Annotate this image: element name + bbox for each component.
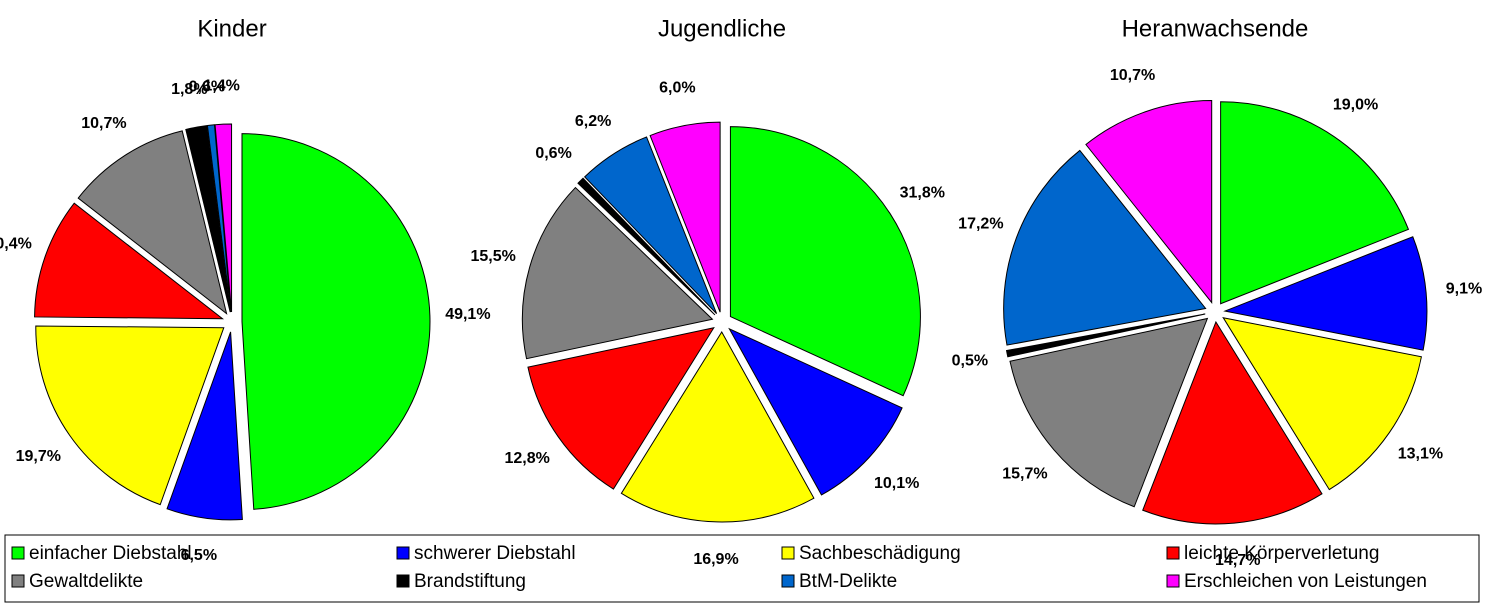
legend-box xyxy=(4,534,1480,603)
value-label: 0,5% xyxy=(952,352,988,369)
value-label: 17,2% xyxy=(958,216,1003,233)
legend-swatch xyxy=(781,574,795,588)
value-label: 19,0% xyxy=(1333,96,1378,113)
value-label: 0,6% xyxy=(189,79,225,96)
legend-label: BtM-Delikte xyxy=(799,571,897,592)
pie-slice xyxy=(77,130,228,315)
legend-label: Sachbeschädigung xyxy=(799,543,961,564)
value-label: 9,1% xyxy=(1446,280,1482,297)
value-label: 31,8% xyxy=(900,185,945,202)
pie-slice xyxy=(521,186,714,360)
value-label: 10,1% xyxy=(874,475,919,492)
legend-swatch xyxy=(11,574,25,588)
legend-label: Erschleichen von Leistungen xyxy=(1184,571,1427,592)
pie-slice xyxy=(649,121,721,313)
value-label: 6,5% xyxy=(181,547,217,564)
value-label: 19,7% xyxy=(16,448,61,465)
pie-slice xyxy=(1005,313,1206,358)
value-label: 6,2% xyxy=(575,113,611,130)
chart-title: Heranwachsende xyxy=(1122,15,1309,42)
value-label: 1,8% xyxy=(171,81,207,98)
value-label: 10,7% xyxy=(81,115,126,132)
pie-slice xyxy=(729,126,921,397)
value-label: 1,4% xyxy=(203,77,239,94)
pie-slice xyxy=(527,327,715,490)
pie-slice xyxy=(1142,320,1323,525)
legend-label: leichte Körperverletung xyxy=(1184,543,1379,564)
pie-slice xyxy=(166,331,243,521)
legend-swatch xyxy=(781,546,795,560)
value-label: 13,1% xyxy=(1398,446,1443,463)
legend-label: Brandstiftung xyxy=(414,571,526,592)
pie-slice xyxy=(35,325,225,506)
pie-slice xyxy=(583,136,718,314)
chart-title: Kinder xyxy=(197,15,266,42)
pie-slice xyxy=(214,123,233,313)
legend-swatch xyxy=(1166,546,1180,560)
pie-slice xyxy=(728,327,903,496)
pie-slice xyxy=(34,202,225,320)
legend-label: einfacher Diebstahl xyxy=(29,543,192,564)
legend-swatch xyxy=(396,546,410,560)
legend-label: schwerer Diebstahl xyxy=(414,543,576,564)
pie-slice xyxy=(1222,316,1422,491)
value-label: 15,5% xyxy=(470,248,515,265)
pie-slice xyxy=(1085,100,1213,304)
legend-swatch xyxy=(11,546,25,560)
value-label: 6,0% xyxy=(659,79,695,96)
value-label: 0,6% xyxy=(535,145,571,162)
pie-slice xyxy=(206,124,232,313)
pie-slice xyxy=(185,125,231,313)
pie-slice xyxy=(1003,149,1207,346)
value-label: 10,4% xyxy=(0,236,32,253)
chart-title: Jugendliche xyxy=(658,15,786,42)
pie-slice xyxy=(577,177,716,316)
pie-slice xyxy=(1009,317,1209,508)
value-label: 16,9% xyxy=(693,551,738,568)
value-label: 49,1% xyxy=(445,306,490,323)
legend-swatch xyxy=(1166,574,1180,588)
pie-slice xyxy=(1220,101,1410,305)
value-label: 14,7% xyxy=(1215,552,1260,569)
pie-slice xyxy=(1223,236,1428,351)
legend-label: Gewaltdelikte xyxy=(29,571,143,592)
value-label: 10,7% xyxy=(1110,67,1155,84)
value-label: 15,7% xyxy=(1002,466,1047,483)
pie-slice xyxy=(620,331,815,523)
legend-swatch xyxy=(396,574,410,588)
value-label: 12,8% xyxy=(504,450,549,467)
pie-slice xyxy=(241,133,431,510)
